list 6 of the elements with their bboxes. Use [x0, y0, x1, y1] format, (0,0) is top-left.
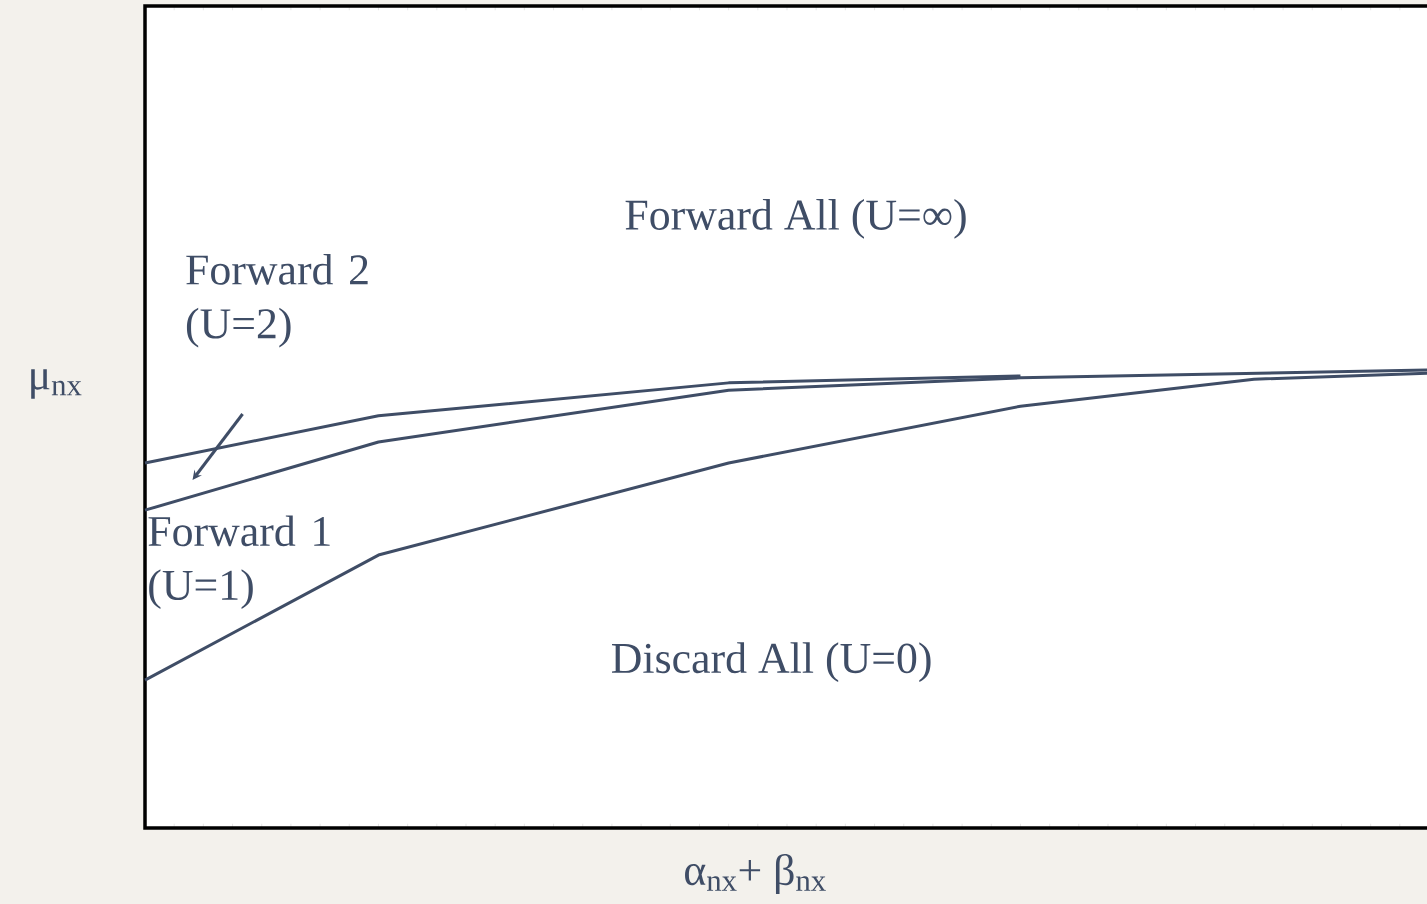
- annotation: Discard All (U=0): [611, 642, 931, 683]
- text: Forward 2 (U=2): [186, 253, 368, 348]
- x-axis-title: α$_{nx}$+ β$_{nx}$: [685, 853, 826, 895]
- annotation: Forward 1 (U=1): [148, 515, 330, 609]
- text: Forward All (U=∞): [625, 199, 966, 239]
- y-axis-title: μ$_{nx}$: [31, 369, 82, 399]
